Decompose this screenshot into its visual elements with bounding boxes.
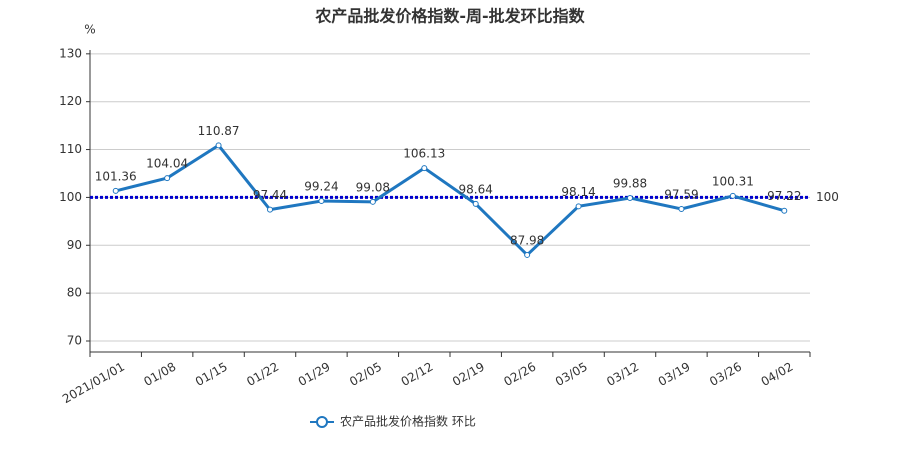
point [369,198,376,205]
point [215,142,222,149]
x-tick-label: 02/05 [347,360,384,389]
x-tick-label: 03/26 [707,360,744,389]
point [112,187,119,194]
point [472,200,479,207]
y-tick-label: 100 [59,190,82,204]
point [164,175,171,182]
data-label: 97.44 [253,188,287,202]
x-tick-label: 02/19 [450,360,487,389]
x-tick-label: 01/29 [296,360,333,389]
data-label: 98.64 [459,182,493,196]
data-label: 106.13 [403,147,445,161]
x-tick-label: 01/08 [141,360,178,389]
y-tick-label: 130 [59,46,82,60]
reference-label: 100 [816,190,839,204]
point [729,192,736,199]
x-tick-label: 2021/01/01 [60,360,127,407]
x-tick-label: 03/05 [553,360,590,389]
legend-marker [316,416,328,428]
data-label: 99.08 [356,180,390,194]
data-label: 99.24 [304,180,338,194]
data-label: 101.36 [95,169,137,183]
data-label: 97.59 [664,187,698,201]
y-tick-label: 110 [59,142,82,156]
point [421,165,428,172]
point [678,205,685,212]
y-tick-label: 80 [67,286,82,300]
x-tick-label: 03/19 [656,360,693,389]
x-tick-label: 03/12 [604,360,641,389]
chart-title: 农产品批发价格指数-周-批发环比指数 [314,7,585,26]
data-label: 104.04 [146,157,188,171]
x-tick-label: 02/12 [399,360,436,389]
data-label: 110.87 [198,124,240,138]
y-tick-label: 90 [67,238,82,252]
y-tick-label: 70 [67,333,82,347]
y-tick-label: 120 [59,94,82,108]
x-tick-label: 02/26 [501,360,538,389]
data-label: 87.98 [510,233,544,247]
data-label: 98.14 [561,185,595,199]
line [115,143,785,258]
point [781,207,788,214]
point [524,251,531,258]
data-label: 100.31 [712,174,754,188]
x-tick-label: 01/15 [193,360,230,389]
y-unit: % [84,23,95,37]
x-tick-label: 01/22 [244,360,281,389]
point [318,198,325,205]
point [627,194,633,201]
legend-label: 农产品批发价格指数 环比 [340,414,476,429]
point [575,203,582,210]
point [267,206,273,213]
x-tick-label: 04/02 [759,360,796,389]
data-label: 97.22 [767,189,801,203]
data-label: 99.88 [613,176,647,190]
